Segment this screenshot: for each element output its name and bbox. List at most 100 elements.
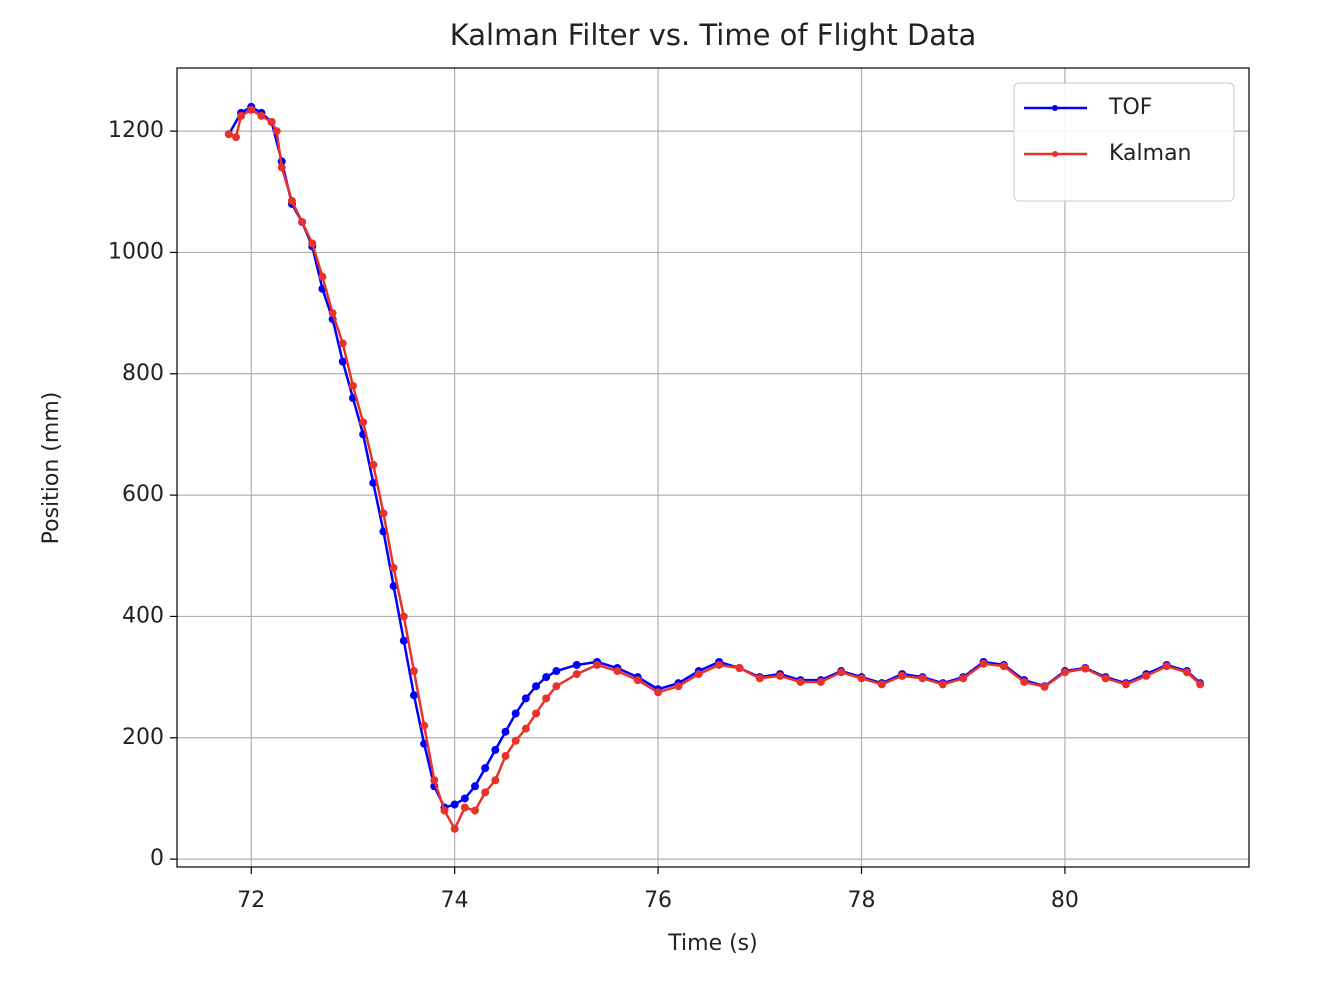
marker xyxy=(247,105,256,114)
marker xyxy=(409,691,418,700)
marker xyxy=(735,664,744,673)
marker xyxy=(633,676,642,685)
marker xyxy=(542,673,551,682)
marker xyxy=(338,339,347,348)
x-tick-label: 72 xyxy=(237,888,265,913)
marker xyxy=(359,418,368,427)
marker xyxy=(572,670,581,679)
marker xyxy=(521,724,530,733)
marker xyxy=(918,674,927,683)
marker xyxy=(572,660,581,669)
marker xyxy=(328,309,337,318)
x-tick-label: 78 xyxy=(847,888,875,913)
y-tick-label: 1200 xyxy=(108,118,164,143)
marker xyxy=(501,751,510,760)
y-tick-label: 0 xyxy=(150,846,164,871)
marker xyxy=(409,667,418,676)
marker xyxy=(532,709,541,718)
marker xyxy=(613,667,622,676)
marker xyxy=(938,680,947,689)
marker xyxy=(593,660,602,669)
legend-marker xyxy=(1052,151,1058,157)
marker xyxy=(224,130,233,139)
marker xyxy=(420,721,429,730)
marker xyxy=(491,776,500,785)
legend-label: Kalman xyxy=(1109,141,1192,166)
marker xyxy=(1196,680,1205,689)
marker xyxy=(877,680,886,689)
marker xyxy=(257,111,266,120)
marker xyxy=(796,677,805,686)
marker xyxy=(231,133,240,142)
marker xyxy=(959,674,968,683)
marker xyxy=(450,800,459,809)
x-tick-label: 74 xyxy=(441,888,469,913)
marker xyxy=(287,196,296,205)
plot-frame xyxy=(176,67,1250,868)
marker xyxy=(1142,671,1151,680)
y-tick-label: 600 xyxy=(122,482,164,507)
marker xyxy=(857,674,866,683)
marker xyxy=(338,357,347,366)
marker xyxy=(898,671,907,680)
y-tick-label: 400 xyxy=(122,603,164,628)
marker xyxy=(460,794,469,803)
marker xyxy=(755,674,764,683)
marker xyxy=(776,671,785,680)
marker xyxy=(379,509,388,518)
marker xyxy=(369,460,378,469)
marker xyxy=(816,677,825,686)
marker xyxy=(654,688,663,697)
marker xyxy=(298,218,307,227)
y-tick-label: 1000 xyxy=(108,239,164,264)
marker xyxy=(674,682,683,691)
marker xyxy=(1060,668,1069,677)
y-tick-label: 800 xyxy=(122,361,164,386)
marker xyxy=(481,788,490,797)
marker xyxy=(552,682,561,691)
x-tick-label: 80 xyxy=(1051,888,1079,913)
marker xyxy=(1101,674,1110,683)
marker xyxy=(308,239,317,248)
marker xyxy=(837,668,846,677)
marker xyxy=(389,563,398,572)
marker xyxy=(471,782,480,791)
marker xyxy=(348,381,357,390)
marker xyxy=(277,163,286,172)
marker xyxy=(471,806,480,815)
marker xyxy=(460,803,469,812)
x-tick-label: 76 xyxy=(644,888,672,913)
marker xyxy=(440,806,449,815)
marker xyxy=(430,776,439,785)
y-axis-label: Position (mm) xyxy=(39,392,64,545)
marker xyxy=(552,667,561,676)
marker xyxy=(237,111,246,120)
marker xyxy=(369,478,378,487)
marker xyxy=(1020,677,1029,686)
marker xyxy=(399,636,408,645)
marker xyxy=(267,117,276,126)
legend-marker xyxy=(1052,105,1058,111)
marker xyxy=(979,659,988,668)
marker xyxy=(318,272,327,281)
marker xyxy=(1182,668,1191,677)
marker xyxy=(511,709,520,718)
marker xyxy=(694,670,703,679)
marker xyxy=(491,745,500,754)
marker xyxy=(511,736,520,745)
marker xyxy=(1162,662,1171,671)
marker xyxy=(399,612,408,621)
marker xyxy=(272,127,281,136)
marker xyxy=(389,582,398,591)
legend-label: TOF xyxy=(1108,95,1152,120)
marker xyxy=(481,764,490,773)
marker xyxy=(450,824,459,833)
marker xyxy=(521,694,530,703)
y-tick-label: 200 xyxy=(122,725,164,750)
x-axis-label: Time (s) xyxy=(667,931,757,956)
marker xyxy=(532,682,541,691)
marker xyxy=(1121,680,1130,689)
marker xyxy=(542,694,551,703)
marker xyxy=(1040,682,1049,691)
